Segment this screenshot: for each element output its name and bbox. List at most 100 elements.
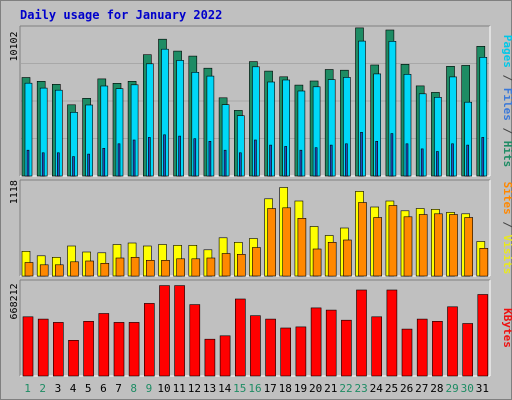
bar-sites-day-1 bbox=[24, 262, 34, 277]
x-tick-label: 3 bbox=[55, 382, 62, 395]
bar-sites-day-24 bbox=[373, 217, 383, 277]
x-tick-label: 5 bbox=[85, 382, 92, 395]
bar-pages-day-15 bbox=[239, 152, 242, 177]
legend-entry: Hits bbox=[501, 141, 512, 168]
bar-pages-day-3 bbox=[56, 152, 60, 177]
legend-entry: Pages bbox=[501, 35, 512, 68]
bar-kbytes-day-19 bbox=[295, 326, 307, 377]
bar-sites-day-28 bbox=[434, 213, 443, 277]
x-tick-label: 26 bbox=[400, 382, 413, 395]
x-tick-label: 21 bbox=[324, 382, 337, 395]
bar-pages-day-7 bbox=[117, 143, 121, 177]
bar-kbytes-day-20 bbox=[310, 307, 322, 377]
bar-pages-day-28 bbox=[436, 151, 439, 177]
bar-pages-day-23 bbox=[360, 132, 363, 177]
x-tick-label: 28 bbox=[430, 382, 443, 395]
bar-pages-day-21 bbox=[329, 144, 333, 177]
bar-sites-day-9 bbox=[146, 259, 155, 277]
x-tick-label: 10 bbox=[157, 382, 170, 395]
bar-sites-day-6 bbox=[100, 262, 110, 277]
bar-pages-day-5 bbox=[87, 153, 90, 177]
bar-sites-day-25 bbox=[388, 205, 398, 277]
bar-kbytes-day-10 bbox=[159, 285, 170, 377]
bar-kbytes-day-15 bbox=[235, 298, 246, 377]
panel-bottom: 668212 KBytes bbox=[9, 279, 512, 377]
bar-kbytes-day-7 bbox=[113, 322, 125, 377]
x-tick-label: 12 bbox=[188, 382, 201, 395]
bar-pages-day-1 bbox=[26, 149, 30, 177]
bar-pages-day-4 bbox=[72, 156, 75, 177]
bar-sites-day-10 bbox=[161, 259, 170, 277]
bar-kbytes-day-17 bbox=[265, 318, 276, 377]
bar-kbytes-day-31 bbox=[477, 294, 489, 377]
bar-pages-day-17 bbox=[269, 144, 272, 177]
panel-middle: 1118 Sites / Visits bbox=[9, 179, 512, 277]
bar-kbytes-day-13 bbox=[204, 338, 216, 377]
legend-entry: / bbox=[501, 215, 512, 235]
bar-kbytes-day-8 bbox=[128, 322, 140, 377]
y-tick-label: 1118 bbox=[9, 180, 20, 204]
x-tick-label: 14 bbox=[218, 382, 232, 395]
bar-sites-day-4 bbox=[70, 261, 79, 277]
bar-kbytes-day-4 bbox=[68, 339, 79, 377]
bar-pages-day-14 bbox=[223, 149, 227, 177]
bar-kbytes-day-25 bbox=[386, 289, 398, 377]
x-tick-label: 25 bbox=[385, 382, 398, 395]
bar-sites-day-18 bbox=[282, 207, 292, 277]
bar-sites-day-14 bbox=[221, 253, 231, 277]
bar-sites-day-17 bbox=[267, 208, 276, 277]
bar-sites-day-12 bbox=[191, 258, 201, 277]
bar-pages-day-24 bbox=[375, 141, 379, 177]
bar-kbytes-day-2 bbox=[37, 318, 49, 377]
bar-pages-day-20 bbox=[314, 147, 318, 177]
bar-pages-day-16 bbox=[254, 139, 257, 177]
bar-pages-day-13 bbox=[208, 141, 212, 177]
bar-sites-day-13 bbox=[206, 257, 216, 277]
x-tick-label: 2 bbox=[39, 382, 46, 395]
bar-sites-day-31 bbox=[479, 248, 489, 277]
legend-entry: Sites bbox=[501, 182, 512, 215]
legend-entry: KBytes bbox=[501, 308, 512, 348]
bar-pages-day-12 bbox=[193, 138, 197, 177]
x-tick-label: 29 bbox=[445, 382, 458, 395]
bar-pages-day-30 bbox=[466, 144, 470, 177]
bar-kbytes-day-29 bbox=[447, 306, 458, 377]
series-legend: Pages / Files / Hits bbox=[501, 35, 512, 168]
x-tick-label: 24 bbox=[370, 382, 384, 395]
chart-title: Daily usage for January 2022 bbox=[20, 8, 222, 22]
bar-sites-day-5 bbox=[85, 260, 94, 277]
legend-entry: Files bbox=[501, 88, 512, 121]
x-tick-label: 17 bbox=[264, 382, 277, 395]
bar-sites-day-27 bbox=[418, 214, 428, 277]
bar-sites-day-3 bbox=[54, 264, 64, 277]
x-tick-label: 31 bbox=[476, 382, 489, 395]
bar-sites-day-7 bbox=[115, 257, 125, 277]
bar-kbytes-day-3 bbox=[52, 322, 64, 377]
bar-sites-day-22 bbox=[343, 239, 352, 277]
bar-pages-day-8 bbox=[132, 139, 136, 177]
x-tick-label: 18 bbox=[279, 382, 292, 395]
bar-pages-day-9 bbox=[148, 137, 151, 177]
legend-entry: / bbox=[501, 68, 512, 88]
x-tick-label: 7 bbox=[115, 382, 122, 395]
bar-sites-day-16 bbox=[252, 247, 261, 277]
y-tick-label: 668212 bbox=[9, 283, 20, 319]
legend-entry: Visits bbox=[501, 235, 512, 275]
bar-sites-day-15 bbox=[237, 254, 246, 277]
bar-pages-day-29 bbox=[451, 143, 454, 177]
x-tick-label: 22 bbox=[339, 382, 352, 395]
bar-kbytes-day-14 bbox=[219, 335, 231, 377]
bar-kbytes-day-28 bbox=[432, 320, 443, 377]
bar-pages-day-6 bbox=[102, 148, 106, 177]
bar-sites-day-2 bbox=[39, 264, 49, 277]
x-tick-label: 30 bbox=[461, 382, 474, 395]
x-tick-label: 9 bbox=[146, 382, 153, 395]
bar-kbytes-day-23 bbox=[356, 289, 367, 377]
series-legend: KBytes bbox=[501, 308, 512, 348]
bar-sites-day-11 bbox=[176, 258, 185, 277]
x-tick-label: 19 bbox=[294, 382, 307, 395]
bar-sites-day-20 bbox=[312, 248, 322, 277]
x-tick-label: 4 bbox=[70, 382, 77, 395]
x-tick-label: 23 bbox=[354, 382, 367, 395]
